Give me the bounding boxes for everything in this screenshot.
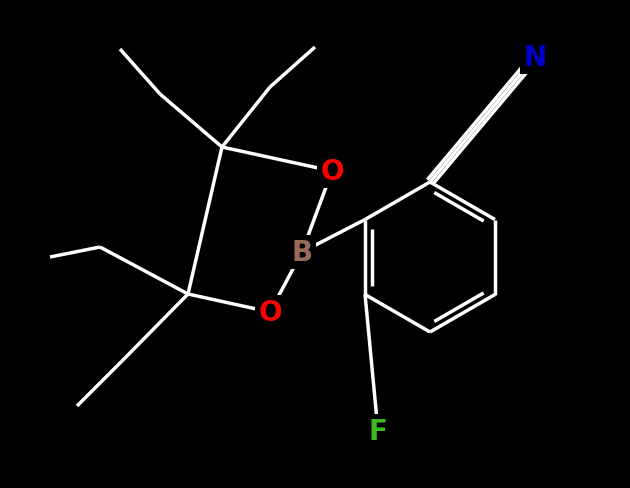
- Text: O: O: [258, 298, 282, 326]
- Text: O: O: [320, 158, 344, 185]
- Text: F: F: [369, 417, 387, 445]
- Text: B: B: [292, 239, 312, 266]
- Text: N: N: [524, 44, 547, 72]
